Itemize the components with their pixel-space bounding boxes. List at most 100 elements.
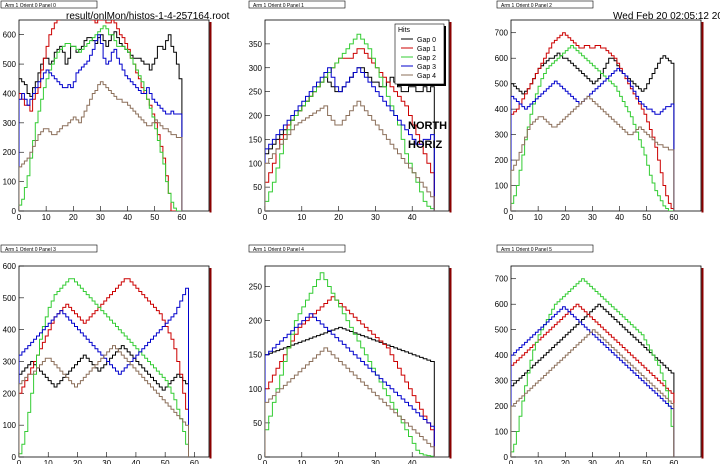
y-tick-label: 200 bbox=[495, 156, 509, 165]
x-tick-label: 60 bbox=[177, 213, 186, 222]
legend-title: Hits bbox=[398, 27, 411, 34]
y-tick-label: 0 bbox=[504, 207, 509, 216]
x-tick-label: 50 bbox=[161, 459, 170, 464]
panel-title-box bbox=[496, 244, 594, 253]
y-tick-label: 700 bbox=[495, 29, 509, 38]
x-tick-label: 60 bbox=[669, 459, 678, 464]
x-tick-label: 40 bbox=[408, 213, 417, 222]
y-tick-label: 50 bbox=[253, 183, 262, 192]
y-tick-label: 100 bbox=[3, 178, 17, 187]
panel-title: Arm 1 Orient 0 Panel 1 bbox=[253, 3, 304, 9]
panel-title-box bbox=[248, 244, 346, 253]
y-tick-label: 600 bbox=[3, 31, 17, 40]
histogram-panel: Arm 1 Orient 0 Panel 2010020030040050060… bbox=[495, 0, 704, 222]
x-tick-label: 60 bbox=[190, 459, 199, 464]
series-line-gap-0 bbox=[265, 326, 435, 457]
x-tick-label: 30 bbox=[588, 213, 597, 222]
x-tick-label: 30 bbox=[102, 459, 111, 464]
y-tick-label: 50 bbox=[253, 419, 262, 428]
x-tick-label: 30 bbox=[371, 459, 380, 464]
series-line-gap-2 bbox=[19, 278, 189, 457]
histogram-panel: Arm 1 Orient 0 Panel 4 0 50 100 150 200 250 0 10… bbox=[248, 244, 452, 464]
series-line-gap-3 bbox=[265, 67, 435, 211]
y-tick-label: 0 bbox=[258, 453, 263, 462]
x-tick-label: 20 bbox=[73, 459, 82, 464]
plot-frame bbox=[510, 265, 702, 458]
y-tick-label: 200 bbox=[495, 402, 509, 411]
series-line-gap-4 bbox=[265, 100, 435, 211]
series-line-gap-2 bbox=[19, 25, 182, 211]
y-tick-label: 400 bbox=[3, 326, 17, 335]
y-tick-label: 500 bbox=[3, 294, 17, 303]
histogram-panel: Arm 1 Orient 0 Panel 0010020030040050060… bbox=[0, 0, 212, 222]
x-tick-label: 10 bbox=[297, 459, 306, 464]
y-tick-label: 300 bbox=[495, 377, 509, 386]
legend-shadow bbox=[397, 84, 446, 86]
histogram-panel: Arm 1 Orient 0 Panel 1050100150200250300… bbox=[248, 0, 452, 222]
x-tick-label: 10 bbox=[42, 213, 51, 222]
panel-title-box bbox=[0, 0, 98, 9]
panel-title: Arm 1 Orient 0 Panel 0 bbox=[5, 3, 56, 9]
y-tick-label: 500 bbox=[495, 80, 509, 89]
panel-title: Arm 1 Orient 0 Panel 3 bbox=[5, 247, 56, 253]
y-tick-label: 0 bbox=[258, 207, 263, 216]
plot-frame bbox=[510, 19, 702, 212]
panel-title-box bbox=[248, 0, 346, 9]
x-tick-label: 20 bbox=[561, 459, 570, 464]
x-tick-label: 20 bbox=[69, 213, 78, 222]
series-line-gap-1 bbox=[265, 296, 435, 457]
series-line-gap-2 bbox=[265, 33, 435, 211]
legend-entry: Gap 4 bbox=[417, 73, 436, 80]
horiz-label: HORIZ bbox=[408, 139, 443, 151]
series-line-gap-4 bbox=[511, 95, 675, 211]
x-tick-label: 0 bbox=[509, 459, 514, 464]
y-tick-label: 200 bbox=[249, 317, 263, 326]
legend-entry: Gap 0 bbox=[417, 37, 436, 44]
x-tick-label: 0 bbox=[17, 213, 22, 222]
panel-title: Arm 1 Orient 0 Panel 2 bbox=[501, 3, 552, 9]
x-tick-label: 60 bbox=[669, 213, 678, 222]
y-tick-label: 150 bbox=[249, 351, 263, 360]
x-tick-label: 0 bbox=[17, 459, 22, 464]
y-tick-label: 200 bbox=[249, 112, 263, 121]
y-tick-label: 250 bbox=[249, 88, 263, 97]
y-tick-label: 500 bbox=[495, 326, 509, 335]
y-tick-label: 150 bbox=[249, 135, 263, 144]
y-tick-label: 100 bbox=[495, 182, 509, 191]
x-tick-label: 40 bbox=[408, 459, 417, 464]
y-tick-label: 300 bbox=[3, 358, 17, 367]
date-time: Wed Feb 20 02:05:12 2008 bbox=[613, 11, 720, 22]
y-tick-label: 250 bbox=[249, 282, 263, 291]
x-tick-label: 20 bbox=[334, 213, 343, 222]
x-tick-label: 50 bbox=[642, 213, 651, 222]
y-tick-label: 0 bbox=[504, 453, 509, 462]
series-line-gap-1 bbox=[19, 278, 189, 457]
x-tick-label: 40 bbox=[615, 459, 624, 464]
y-tick-label: 350 bbox=[249, 40, 263, 49]
x-tick-label: 30 bbox=[588, 459, 597, 464]
legend-entry: Gap 1 bbox=[417, 46, 436, 53]
panel-title: Arm 1 Orient 0 Panel 5 bbox=[501, 247, 552, 253]
series-line-gap-2 bbox=[265, 272, 435, 457]
y-tick-label: 300 bbox=[249, 64, 263, 73]
x-tick-label: 20 bbox=[334, 459, 343, 464]
panel-title-box bbox=[496, 0, 594, 9]
x-tick-label: 40 bbox=[615, 213, 624, 222]
plot-frame bbox=[264, 265, 450, 458]
x-tick-label: 10 bbox=[534, 459, 543, 464]
y-tick-label: 300 bbox=[3, 119, 17, 128]
x-tick-label: 10 bbox=[534, 213, 543, 222]
x-tick-label: 0 bbox=[263, 459, 268, 464]
series-line-gap-2 bbox=[511, 45, 674, 211]
series-line-gap-0 bbox=[19, 345, 189, 457]
series-line-gap-1 bbox=[511, 32, 675, 211]
legend-entry: Gap 2 bbox=[417, 55, 436, 62]
legend-shadow bbox=[444, 26, 446, 86]
x-tick-label: 10 bbox=[297, 213, 306, 222]
histogram-panel: Arm 1 Orient 0 Panel 3010020030040050060… bbox=[0, 244, 212, 464]
series-line-gap-4 bbox=[511, 329, 675, 457]
y-tick-label: 200 bbox=[3, 389, 17, 398]
y-tick-label: 700 bbox=[495, 275, 509, 284]
series-line-gap-3 bbox=[19, 34, 183, 211]
y-tick-label: 100 bbox=[495, 428, 509, 437]
